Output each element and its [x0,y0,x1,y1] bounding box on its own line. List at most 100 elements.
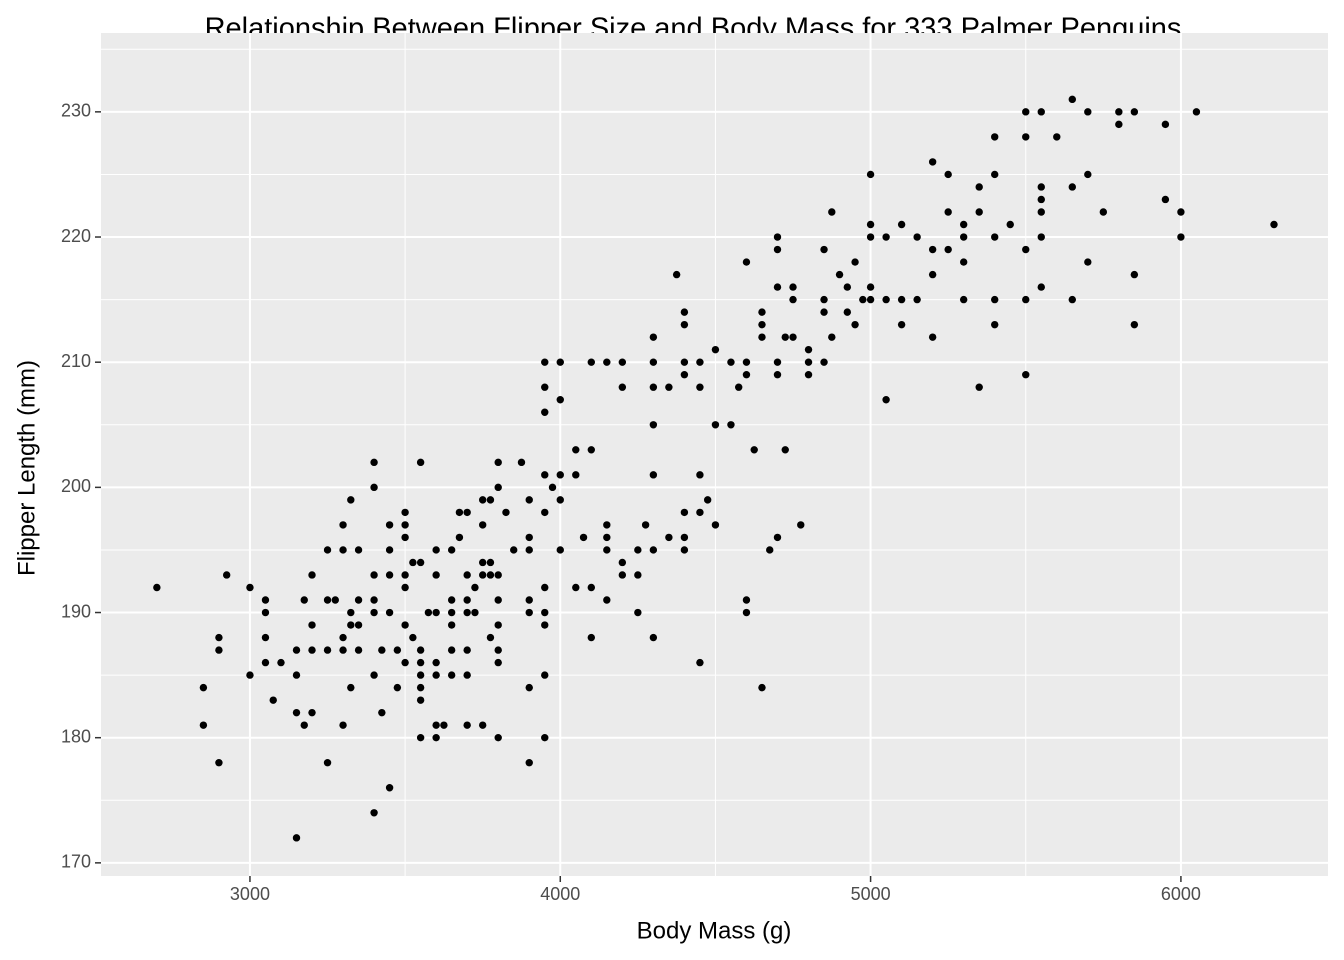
point [463,571,471,579]
point [541,733,549,742]
point [773,283,782,291]
point [634,546,642,554]
point [665,383,673,391]
point [339,646,347,654]
point [1006,220,1014,229]
point [347,683,355,692]
point [634,571,642,579]
point [556,496,564,504]
point [665,533,673,542]
point [525,596,533,604]
point [463,608,471,617]
y-tick-label: 190 [61,601,91,621]
point [696,383,704,391]
point [432,546,440,554]
point [347,608,355,617]
x-axis-label: Body Mass (g) [637,917,792,944]
point [416,658,425,667]
point [649,421,658,429]
point [541,508,549,517]
point [517,458,526,467]
point [882,295,890,304]
point [1022,108,1030,116]
point [401,621,409,629]
point [556,358,564,366]
y-tick-label: 230 [61,101,91,121]
point [432,658,440,667]
point [843,283,852,291]
point [416,683,425,692]
point [541,583,549,592]
point [432,733,440,742]
point [494,621,502,629]
point [378,708,386,717]
point [866,295,875,304]
point [1022,371,1030,379]
point [339,633,347,642]
y-axis-label: Flipper Length (mm) [13,360,40,576]
point [866,170,875,179]
point [603,533,611,542]
point [804,345,813,354]
point [215,759,223,767]
point [409,633,417,642]
point [416,671,425,679]
point [959,233,968,241]
point [758,320,766,329]
point [494,596,502,604]
point [378,646,386,654]
point [548,483,557,492]
point [401,583,409,592]
point [300,721,308,729]
point [153,583,161,592]
point [370,809,378,817]
point [866,283,875,291]
point [424,608,433,617]
point [882,396,890,404]
point [416,558,425,567]
point [634,608,642,617]
point [680,508,689,517]
point [478,496,487,504]
point [773,533,782,542]
point [727,358,735,366]
point [347,621,355,629]
point [331,596,339,604]
point [261,596,270,604]
point [261,633,270,642]
point [525,759,533,767]
point [1130,108,1139,116]
point [1037,283,1045,291]
point [323,546,332,554]
point [416,646,425,654]
point [789,333,797,341]
point [541,471,549,479]
point [354,621,363,629]
point [401,508,409,517]
point [525,496,533,504]
point [385,784,394,792]
point [432,721,440,729]
point [525,533,533,542]
point [1053,133,1061,141]
point [781,333,789,341]
point [393,646,402,654]
point [447,671,456,679]
point [478,521,487,529]
point [820,295,828,304]
point [416,696,425,704]
point [1084,258,1092,266]
point [711,521,720,529]
point [804,358,813,366]
point [277,658,285,667]
point [261,608,270,617]
point [354,646,363,654]
point [370,608,378,617]
y-tick-label: 200 [61,476,91,496]
point [959,295,968,304]
point [1177,233,1185,241]
point [649,383,658,391]
point [401,658,409,667]
point [401,533,409,542]
point [641,521,650,529]
